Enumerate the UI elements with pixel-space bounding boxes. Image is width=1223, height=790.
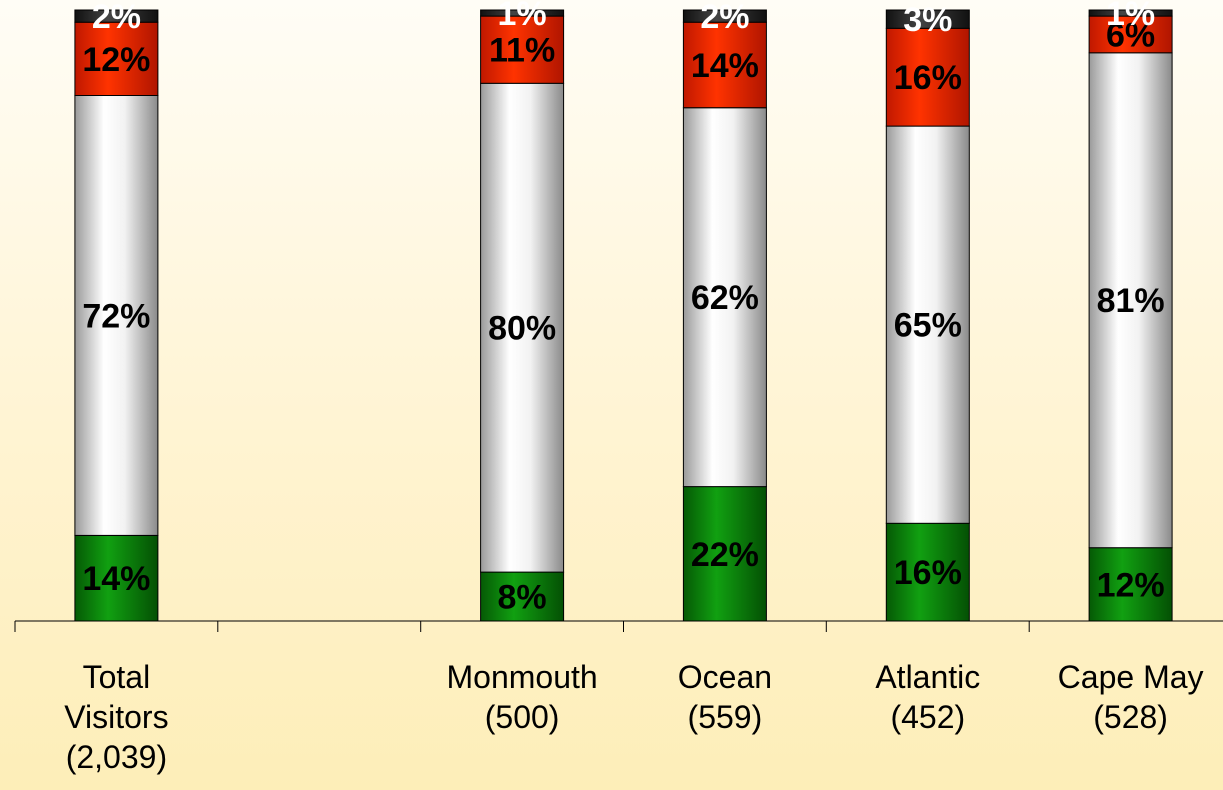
category-label: (559) bbox=[688, 699, 763, 735]
data-label: 16% bbox=[894, 59, 962, 97]
bar-segment bbox=[480, 15, 565, 84]
data-label: 14% bbox=[82, 560, 150, 598]
data-label: 3% bbox=[903, 1, 952, 39]
bar-segment bbox=[1088, 52, 1173, 549]
data-label: 22% bbox=[691, 536, 759, 574]
bar-segment bbox=[885, 27, 970, 127]
data-label: 72% bbox=[82, 298, 150, 336]
category-label: Cape May bbox=[1058, 659, 1204, 695]
data-label: 2% bbox=[92, 0, 141, 36]
bar-segment bbox=[74, 9, 159, 23]
bar-segment bbox=[1088, 15, 1173, 54]
data-label: 81% bbox=[1097, 282, 1165, 320]
category-label: Monmouth bbox=[447, 659, 598, 695]
data-label: 12% bbox=[1097, 566, 1165, 604]
data-label: 62% bbox=[691, 279, 759, 317]
x-axis bbox=[14, 620, 1223, 632]
data-label: 16% bbox=[894, 554, 962, 592]
data-label: 1% bbox=[498, 0, 547, 33]
bar-segment bbox=[480, 82, 565, 573]
data-label: 12% bbox=[82, 41, 150, 79]
bar-segment bbox=[74, 95, 159, 536]
category-label: (452) bbox=[890, 699, 965, 735]
category-label: Total bbox=[83, 659, 151, 695]
bar-segment bbox=[682, 486, 767, 622]
data-label: 11% bbox=[489, 32, 555, 70]
bar-segment bbox=[1088, 9, 1173, 17]
bars-group: 14%72%12%2%8%80%11%1%22%62%14%2%16%65%16… bbox=[74, 0, 1173, 622]
bar-segment bbox=[885, 125, 970, 524]
category-label: (500) bbox=[485, 699, 560, 735]
data-label: 1% bbox=[1106, 0, 1155, 33]
data-label: 80% bbox=[488, 310, 556, 348]
bar-segment bbox=[682, 21, 767, 109]
bar-segment bbox=[74, 535, 159, 622]
data-label: 8% bbox=[498, 579, 547, 617]
bar-segment bbox=[682, 9, 767, 23]
data-label: 6% bbox=[1106, 16, 1155, 54]
category-label: Atlantic bbox=[875, 659, 980, 695]
category-labels: Total Visitors (2,039) Monmouth (500) Ocean (5… bbox=[64, 659, 1203, 775]
bar-segment bbox=[1088, 547, 1173, 622]
data-label: 65% bbox=[894, 307, 962, 345]
category-label: Visitors bbox=[64, 699, 168, 735]
category-label: (528) bbox=[1093, 699, 1168, 735]
bar-segment bbox=[885, 9, 970, 29]
category-label: Ocean bbox=[678, 659, 772, 695]
data-label: 2% bbox=[700, 0, 749, 36]
category-label: (2,039) bbox=[66, 739, 167, 775]
data-label: 14% bbox=[691, 47, 759, 85]
bar-segment bbox=[480, 9, 565, 17]
